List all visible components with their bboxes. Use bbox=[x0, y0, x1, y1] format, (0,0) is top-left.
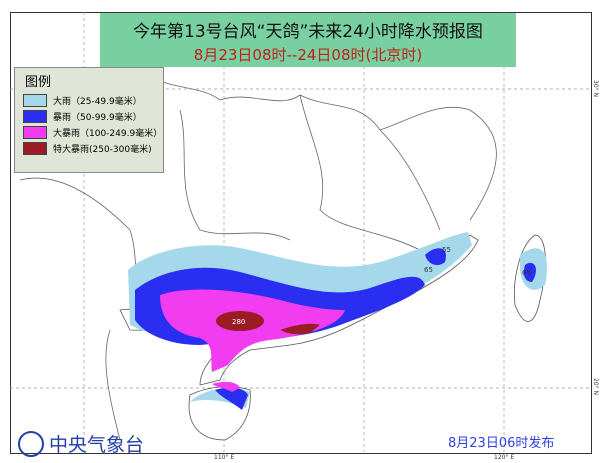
legend-swatch bbox=[23, 93, 47, 107]
title-banner: 今年第13号台风“天鸽”未来24小时降水预报图 8月23日08时--24日08时… bbox=[100, 13, 516, 67]
lat-label: 20° N bbox=[592, 378, 599, 396]
legend-item: 特大暴雨(250-300毫米) bbox=[23, 140, 163, 156]
organization-logo: 中央气象台 bbox=[18, 430, 144, 457]
lon-label: 110° E bbox=[214, 454, 235, 461]
lat-label: 30° N bbox=[592, 80, 599, 98]
legend-swatch bbox=[23, 141, 47, 155]
rain-label: 55 bbox=[442, 246, 451, 254]
legend-item: 暴雨（50-99.9毫米） bbox=[23, 108, 163, 124]
legend-label: 特大暴雨(250-300毫米) bbox=[53, 144, 152, 155]
legend-item: 大暴雨（100-249.9毫米） bbox=[23, 124, 163, 140]
legend-swatch bbox=[23, 125, 47, 139]
legend-item: 大雨（25-49.9毫米） bbox=[23, 92, 163, 108]
province-borders bbox=[19, 74, 497, 441]
rain-value-labels: 280 55 65 65 bbox=[232, 246, 531, 326]
lon-label: 120° E bbox=[494, 454, 515, 461]
rain-label: 65 bbox=[522, 269, 531, 277]
map-title: 今年第13号台风“天鸽”未来24小时降水预报图 bbox=[133, 22, 483, 42]
cma-logo-icon bbox=[18, 430, 44, 457]
legend-title: 图例 bbox=[25, 75, 52, 90]
legend-label: 大暴雨（100-249.9毫米） bbox=[53, 128, 163, 139]
map-subtitle: 8月23日08时--24日08时(北京时) bbox=[193, 46, 423, 64]
rain-area-heavy-rainstorm bbox=[160, 289, 345, 392]
rain-area-extreme bbox=[216, 311, 320, 335]
rain-label: 280 bbox=[232, 318, 245, 326]
organization-name: 中央气象台 bbox=[49, 434, 145, 456]
rain-label: 65 bbox=[424, 266, 433, 274]
legend-label: 大雨（25-49.9毫米） bbox=[53, 96, 142, 107]
legend-swatch bbox=[23, 109, 47, 123]
legend: 图例 大雨（25-49.9毫米） 暴雨（50-99.9毫米） 大暴雨（100-2… bbox=[14, 67, 164, 173]
issue-time: 8月23日06时发布 bbox=[448, 436, 555, 451]
legend-label: 暴雨（50-99.9毫米） bbox=[53, 112, 142, 123]
